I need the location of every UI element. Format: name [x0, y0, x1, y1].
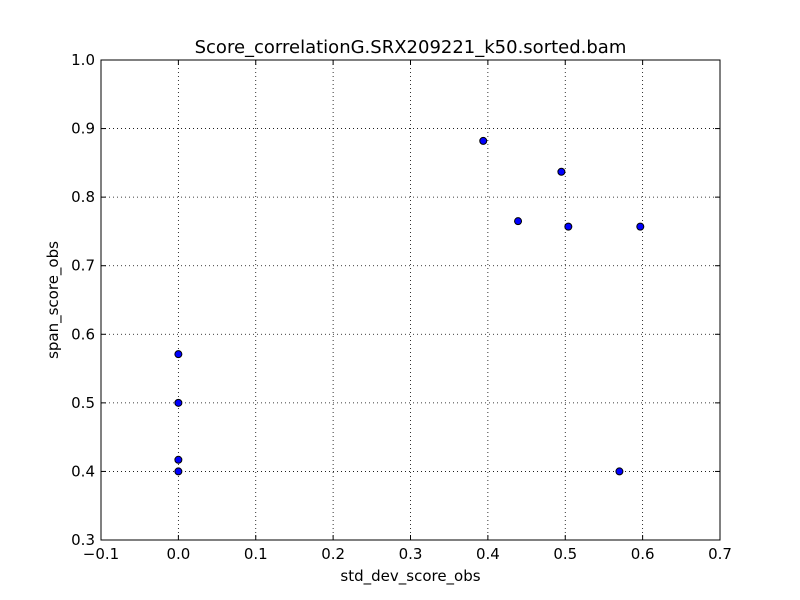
data-point [636, 222, 645, 231]
y-tick-label: 0.9 [71, 120, 95, 138]
x-tick-label: 0.7 [708, 545, 732, 563]
x-tick-label: 0.0 [166, 545, 190, 563]
y-tick-label: 0.3 [71, 531, 95, 549]
data-point [174, 467, 183, 476]
data-point [564, 222, 573, 231]
y-tick-label: 0.8 [71, 188, 95, 206]
data-point [174, 455, 183, 464]
y-tick-label: 0.6 [71, 325, 95, 343]
x-tick-label: 0.5 [553, 545, 577, 563]
y-tick-label: 0.5 [71, 394, 95, 412]
x-axis-label: std_dev_score_obs [340, 567, 480, 586]
data-point [557, 167, 566, 176]
x-tick-label: 0.6 [631, 545, 655, 563]
data-point [615, 467, 624, 476]
y-tick-label: 0.4 [71, 462, 95, 480]
y-tick-label: 1.0 [71, 51, 95, 69]
data-point [514, 217, 523, 226]
y-tick-labels: 0.3 0.4 0.5 0.6 0.7 0.8 0.9 1.0 [71, 51, 95, 549]
x-tick-label: 0.3 [399, 545, 423, 563]
x-tick-label: 0.1 [244, 545, 268, 563]
grid-lines [101, 60, 720, 540]
data-points [174, 136, 645, 476]
data-point [479, 136, 488, 145]
plot-frame [100, 59, 721, 541]
y-axis-label: span_score_obs [44, 241, 63, 359]
x-tick-label: 0.2 [321, 545, 345, 563]
chart-title: Score_correlationG.SRX209221_k50.sorted.… [195, 37, 627, 58]
x-tick-labels: −0.1 0.0 0.1 0.2 0.3 0.4 0.5 0.6 0.7 [83, 545, 732, 563]
x-tick-label: 0.4 [476, 545, 500, 563]
x-tick-label: −0.1 [83, 545, 119, 563]
y-tick-label: 0.7 [71, 257, 95, 275]
data-point [174, 398, 183, 407]
data-point [174, 350, 183, 359]
